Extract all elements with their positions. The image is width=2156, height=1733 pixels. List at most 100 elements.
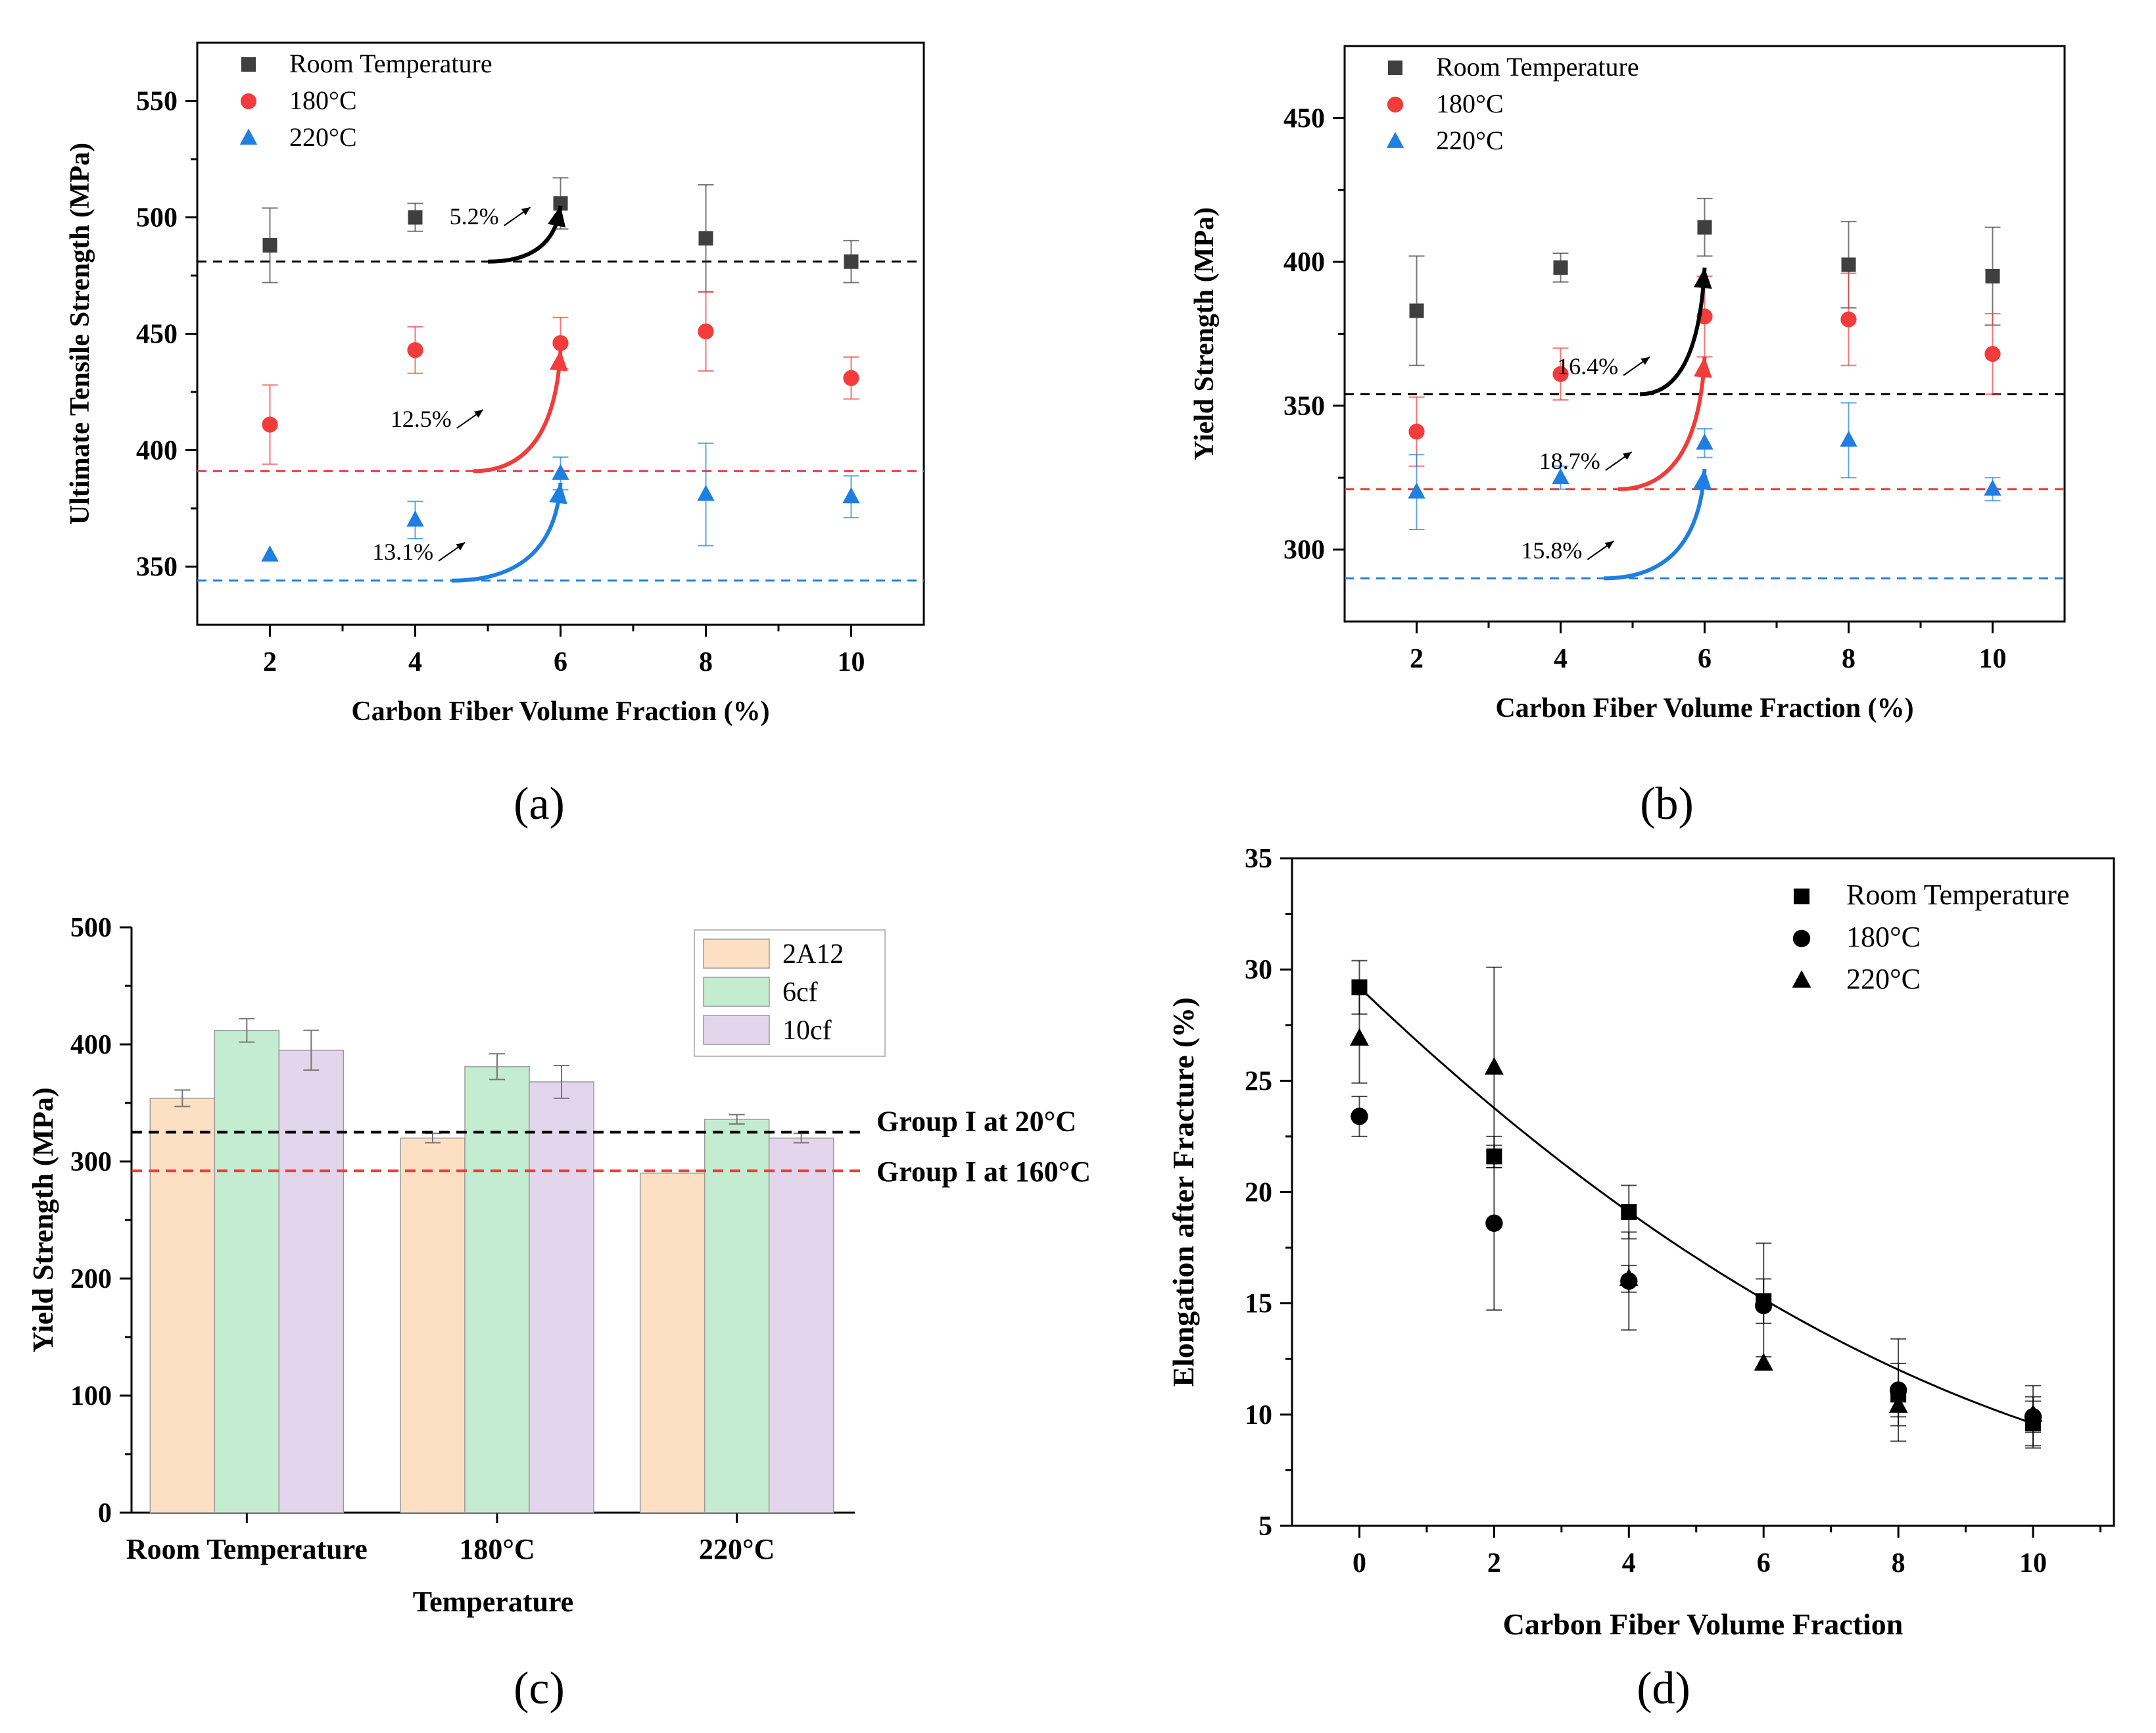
legend-label: 220°C bbox=[289, 122, 357, 152]
data-point bbox=[262, 237, 277, 253]
annotation-pointer-head bbox=[1641, 356, 1650, 365]
data-point bbox=[843, 370, 859, 386]
annotation-pointer-head bbox=[474, 410, 483, 418]
panel-caption: (a) bbox=[514, 779, 565, 829]
data-point bbox=[552, 464, 569, 480]
data-point bbox=[1350, 1028, 1369, 1046]
x-tick-label: 6 bbox=[1757, 1548, 1771, 1578]
legend-marker bbox=[1792, 970, 1811, 988]
data-point bbox=[1351, 1108, 1368, 1125]
data-point bbox=[1985, 269, 2000, 283]
legend-label: Room Temperature bbox=[1846, 879, 2069, 911]
legend-marker bbox=[1387, 96, 1404, 113]
x-tick-label: 220°C bbox=[699, 1533, 775, 1565]
legend-label: 2A12 bbox=[782, 939, 844, 969]
gain-arrow-head bbox=[1693, 469, 1712, 491]
data-point bbox=[1409, 303, 1424, 318]
y-tick-label: 300 bbox=[1283, 535, 1325, 566]
legend-label: 220°C bbox=[1436, 126, 1504, 155]
y-tick-label: 400 bbox=[1283, 247, 1325, 278]
data-point bbox=[262, 416, 278, 433]
data-point bbox=[698, 323, 714, 340]
x-axis-title: Carbon Fiber Volume Fraction (%) bbox=[351, 696, 769, 727]
y-tick-label: 30 bbox=[1245, 955, 1272, 985]
gain-arrow bbox=[1639, 267, 1707, 397]
annotation-label: 18.7% bbox=[1539, 448, 1600, 474]
y-tick-label: 25 bbox=[1245, 1066, 1272, 1096]
y-tick-label: 550 bbox=[136, 87, 178, 117]
y-tick-label: 350 bbox=[136, 552, 178, 583]
gain-arrow-head bbox=[549, 350, 568, 372]
x-axis-title: Temperature bbox=[413, 1586, 573, 1618]
panel-caption: (b) bbox=[1640, 779, 1694, 829]
bar bbox=[704, 1119, 770, 1513]
x-tick-label: 6 bbox=[1698, 644, 1712, 674]
annotation-pointer-head bbox=[456, 542, 466, 550]
legend-label: Room Temperature bbox=[289, 49, 492, 78]
data-point bbox=[407, 342, 423, 358]
legend-label: 180°C bbox=[289, 85, 357, 115]
reference-label: Group I at 160°C bbox=[876, 1156, 1091, 1188]
panel-a: 2 4 6 8 10 350 400 450 500 550 Carbon Fiber Volume… bbox=[65, 41, 925, 829]
legend-swatch bbox=[703, 1015, 770, 1045]
legend-swatch bbox=[703, 977, 770, 1007]
x-tick-label: 10 bbox=[2019, 1548, 2047, 1578]
x-tick-label: 8 bbox=[1892, 1548, 1905, 1578]
y-axis-title: Ultimate Tensile Strength (MPa) bbox=[65, 143, 95, 525]
y-axis-title: Yield Strength (MPa) bbox=[1189, 207, 1220, 460]
legend-label: Room Temperature bbox=[1436, 52, 1639, 82]
data-point bbox=[1408, 424, 1425, 440]
data-point bbox=[1484, 1057, 1504, 1075]
y-axis-title: Elongation after Fracture (%) bbox=[1166, 997, 1200, 1386]
legend-label: 10cf bbox=[782, 1015, 832, 1046]
x-tick-label: 4 bbox=[1622, 1548, 1636, 1578]
x-tick-label: 2 bbox=[1487, 1548, 1501, 1578]
legend-marker bbox=[1794, 889, 1809, 904]
y-tick-label: 10 bbox=[1245, 1400, 1272, 1430]
data-point bbox=[1485, 1214, 1503, 1233]
reference-label: Group I at 20°C bbox=[876, 1106, 1076, 1138]
data-point bbox=[1888, 1395, 1908, 1413]
gain-arrow bbox=[451, 482, 563, 583]
data-point bbox=[1351, 979, 1368, 996]
x-tick-label: 10 bbox=[838, 647, 865, 677]
gain-arrow bbox=[473, 350, 563, 474]
bar bbox=[400, 1137, 466, 1513]
gain-arrow bbox=[1604, 468, 1707, 581]
data-point bbox=[1408, 482, 1425, 499]
legend-label: 180°C bbox=[1436, 89, 1504, 118]
legend-label: 180°C bbox=[1846, 921, 1921, 953]
gain-arrow-head bbox=[1694, 356, 1712, 378]
legend-marker bbox=[241, 57, 256, 72]
y-tick-label: 500 bbox=[70, 913, 112, 943]
y-tick-label: 20 bbox=[1245, 1178, 1272, 1208]
y-tick-label: 500 bbox=[136, 203, 178, 233]
bar bbox=[464, 1066, 530, 1513]
y-tick-label: 300 bbox=[70, 1147, 112, 1177]
legend-marker bbox=[1386, 132, 1404, 148]
annotation-label: 15.8% bbox=[1521, 537, 1582, 564]
bar bbox=[639, 1173, 706, 1513]
legend-marker bbox=[1388, 61, 1402, 75]
legend-label: 220°C bbox=[1846, 963, 1921, 995]
y-tick-label: 0 bbox=[98, 1498, 112, 1528]
legend-swatch bbox=[703, 939, 770, 969]
bar bbox=[768, 1137, 834, 1513]
x-tick-label: 6 bbox=[554, 647, 567, 677]
x-tick-label: Room Temperature bbox=[126, 1533, 368, 1565]
data-point bbox=[844, 254, 859, 269]
gain-arrow-head bbox=[549, 483, 567, 504]
x-tick-label: 4 bbox=[1554, 644, 1568, 674]
annotation-pointer-head bbox=[1604, 541, 1614, 549]
x-axis-title: Carbon Fiber Volume Fraction (%) bbox=[1495, 693, 1913, 723]
data-point bbox=[2023, 1403, 2043, 1422]
annotation-label: 12.5% bbox=[391, 406, 452, 432]
data-point bbox=[261, 545, 279, 562]
y-tick-label: 400 bbox=[136, 436, 178, 466]
panel-caption: (c) bbox=[514, 1663, 565, 1714]
gain-arrow-head bbox=[1694, 267, 1712, 289]
legend-label: 6cf bbox=[782, 977, 818, 1008]
x-tick-label: 2 bbox=[1410, 644, 1424, 674]
